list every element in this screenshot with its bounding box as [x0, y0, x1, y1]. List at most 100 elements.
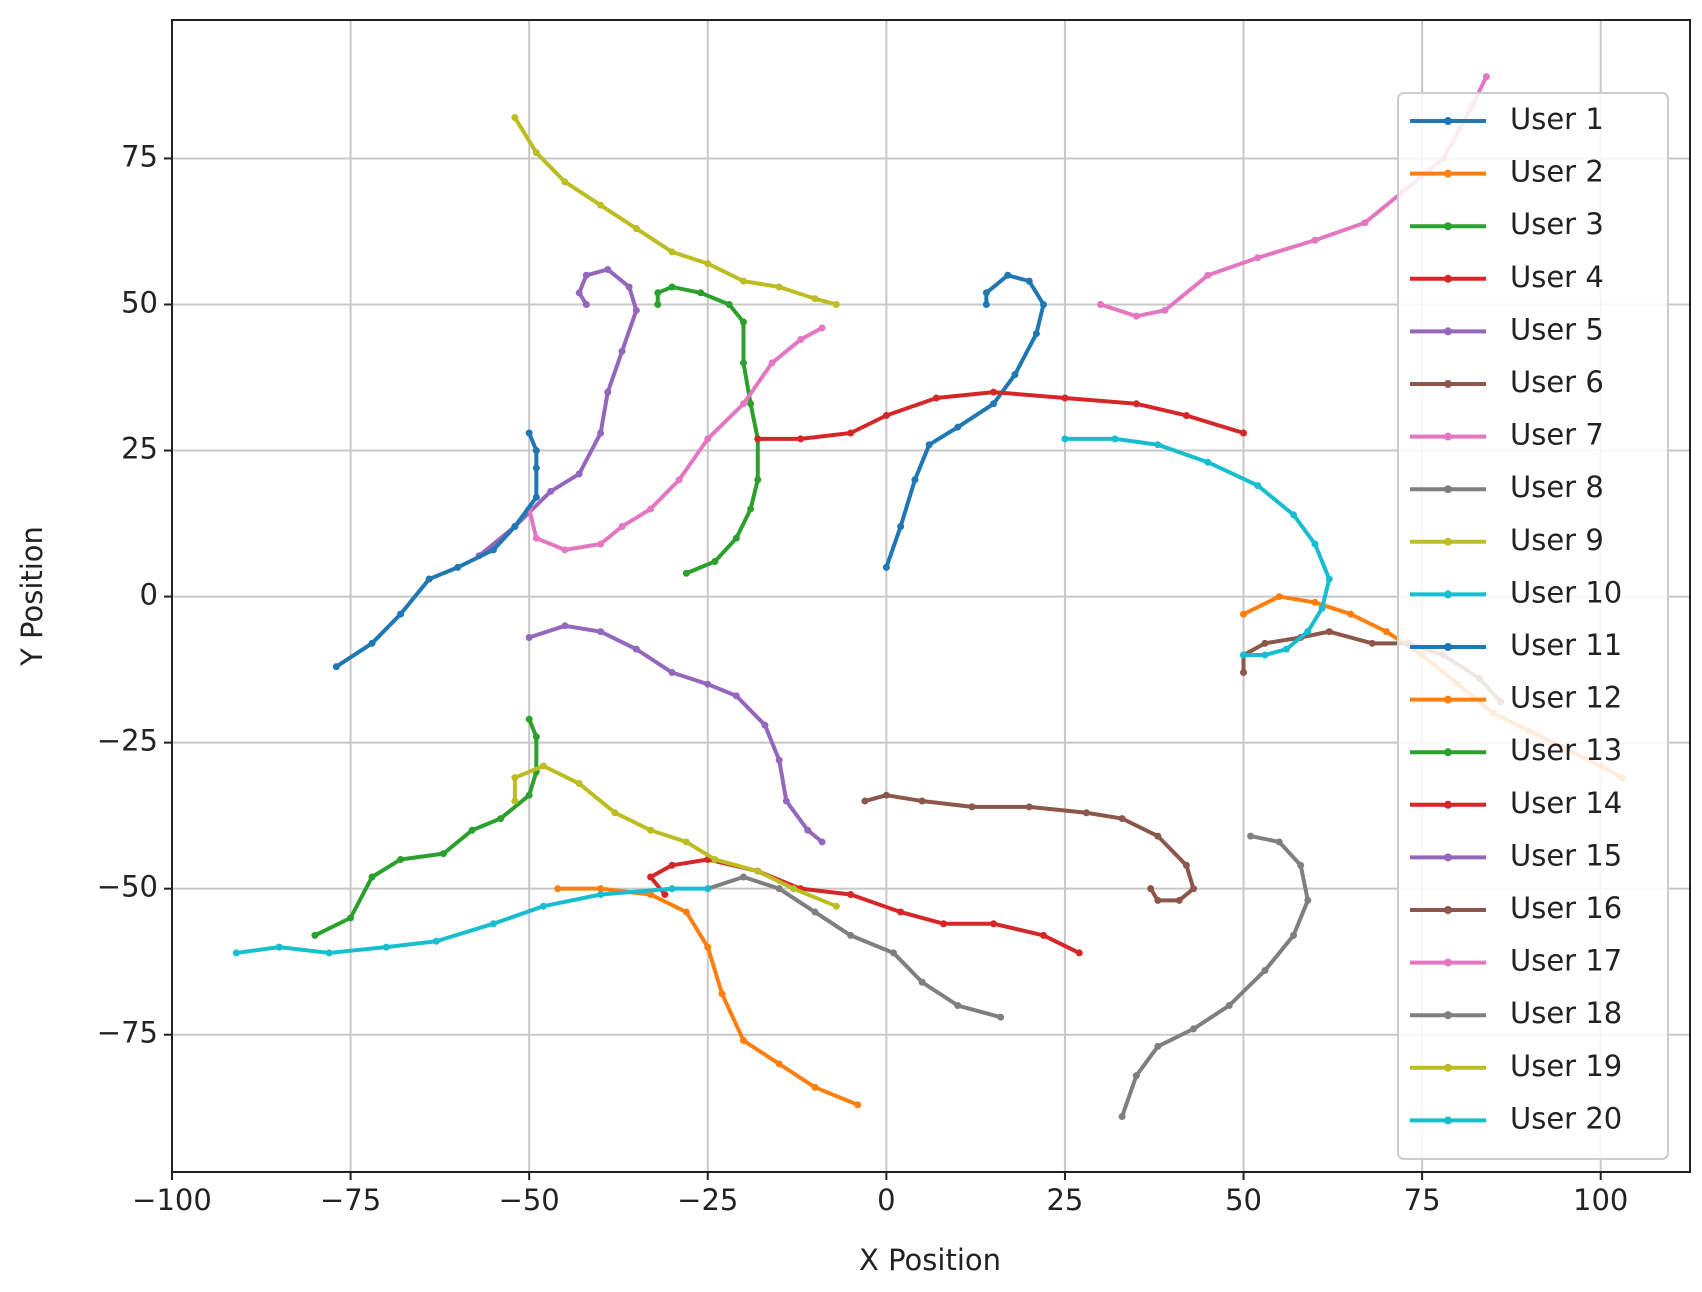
point	[525, 633, 533, 641]
point	[754, 435, 762, 443]
point	[704, 680, 712, 688]
point	[1261, 966, 1269, 974]
point	[1254, 482, 1262, 490]
point	[1311, 236, 1319, 244]
point	[968, 803, 976, 811]
point	[647, 505, 655, 513]
point	[1297, 861, 1305, 869]
point	[739, 359, 747, 367]
point	[1118, 815, 1126, 823]
point	[525, 429, 533, 437]
point	[632, 306, 640, 314]
point	[954, 423, 962, 431]
point	[532, 534, 540, 542]
point	[847, 891, 855, 899]
point	[597, 891, 605, 899]
point	[1061, 394, 1069, 402]
point	[1204, 271, 1212, 279]
point	[1254, 254, 1262, 262]
point	[604, 265, 612, 273]
point	[668, 248, 676, 256]
point	[604, 388, 612, 396]
legend-label: User 2	[1510, 155, 1604, 189]
point	[982, 300, 990, 308]
point	[754, 476, 762, 484]
point	[332, 663, 340, 671]
point	[575, 289, 583, 297]
point	[654, 300, 662, 308]
point	[1225, 1002, 1233, 1010]
point	[1290, 931, 1298, 939]
point	[1161, 306, 1169, 314]
point	[1275, 593, 1283, 601]
x-tick-label: 75	[1404, 1183, 1441, 1217]
legend-label: User 9	[1510, 523, 1604, 557]
point	[661, 891, 669, 899]
point	[768, 359, 776, 367]
point	[1011, 371, 1019, 379]
legend-marker	[1444, 274, 1452, 283]
series-line	[527, 326, 824, 552]
point	[668, 861, 676, 869]
legend-label: User 8	[1510, 470, 1604, 504]
point	[511, 797, 519, 805]
point	[647, 873, 655, 881]
point	[1282, 645, 1290, 653]
point	[739, 1037, 747, 1045]
legend-marker	[1444, 537, 1452, 546]
series-line	[884, 273, 1046, 569]
point	[625, 283, 633, 291]
point	[532, 464, 540, 472]
point	[397, 855, 405, 863]
point	[654, 289, 662, 297]
point	[1025, 803, 1033, 811]
point	[990, 400, 998, 408]
point	[468, 826, 476, 834]
point	[847, 931, 855, 939]
y-tick-label: −25	[97, 724, 158, 758]
point	[647, 891, 655, 899]
series-line	[512, 763, 838, 909]
point	[711, 558, 719, 566]
point	[918, 978, 926, 986]
point	[889, 949, 897, 957]
point	[575, 470, 583, 478]
point	[275, 943, 283, 951]
point	[1368, 639, 1376, 647]
legend-marker	[1444, 327, 1452, 336]
point	[1290, 511, 1298, 519]
point	[647, 826, 655, 834]
point	[732, 692, 740, 700]
point	[532, 149, 540, 157]
point	[897, 522, 905, 530]
point	[940, 920, 948, 928]
point	[668, 283, 676, 291]
series-line	[513, 116, 837, 307]
series-line	[757, 390, 1245, 441]
point	[754, 867, 762, 875]
legend-label: User 12	[1510, 681, 1622, 715]
x-tick-label: 50	[1225, 1183, 1262, 1217]
x-tick-label: 100	[1573, 1183, 1628, 1217]
legend-marker	[1444, 748, 1452, 757]
point	[618, 347, 626, 355]
series-line	[335, 432, 539, 669]
point	[561, 178, 569, 186]
point	[1111, 435, 1119, 443]
point	[597, 540, 605, 548]
point	[1482, 73, 1490, 81]
point	[832, 300, 840, 308]
x-tick-label: 0	[877, 1183, 895, 1217]
point	[789, 885, 797, 893]
point	[597, 201, 605, 209]
point	[739, 318, 747, 326]
legend-label: User 3	[1510, 207, 1604, 241]
point	[775, 1060, 783, 1068]
point	[575, 780, 583, 788]
x-tick-label: −25	[677, 1183, 738, 1217]
point	[704, 885, 712, 893]
legend: User 1 User 2 User 3 User 4 User 5 User 6 User…	[1397, 92, 1669, 1160]
point	[597, 885, 605, 893]
point	[982, 289, 990, 297]
